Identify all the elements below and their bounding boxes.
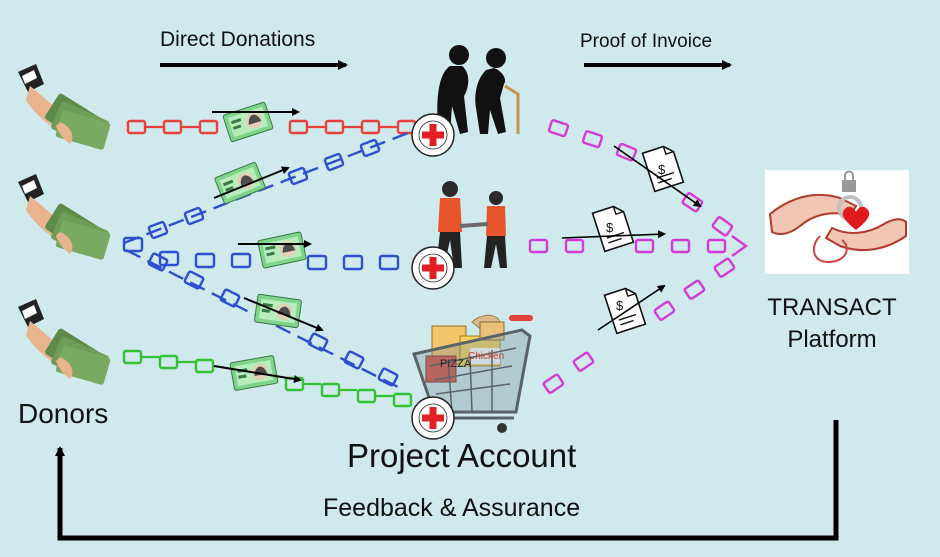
feedback-loop-arrow	[55, 420, 839, 541]
invoice-dollar: $	[606, 220, 614, 235]
hand-with-cash-icon	[18, 174, 111, 261]
green-chain	[122, 349, 413, 408]
handshake-heart-icon	[765, 170, 909, 274]
invoice-document-icon	[603, 285, 647, 335]
transact-line1: TRANSACT	[767, 294, 897, 321]
blue-chain-middle	[122, 236, 400, 271]
banknote-icon	[213, 161, 267, 205]
donors-label: Donors	[18, 398, 109, 429]
banknote-icon	[257, 231, 307, 269]
project-account-label: Project Account	[347, 437, 577, 474]
transact-platform-label: TRANSACT Platform	[752, 292, 912, 356]
red-cross-seal-icon	[411, 396, 455, 440]
banknote-icon	[222, 101, 274, 143]
cart-pizza-label: PIZZA	[440, 358, 472, 370]
red-chain	[126, 119, 417, 135]
blue-chain-upper-links	[147, 138, 399, 387]
proof-of-invoice-label: Proof of Invoice	[580, 31, 713, 52]
blue-chain-upper	[123, 131, 409, 245]
hand-with-cash-icon	[18, 64, 111, 151]
invoice-dollar: $	[616, 298, 624, 313]
hand-with-cash-icon	[18, 299, 111, 386]
magenta-chains	[528, 119, 749, 394]
invoice-dollar: $	[658, 162, 666, 177]
shopping-cart-icon: PIZZA Chicken	[412, 314, 533, 433]
rescue-workers-icon	[436, 181, 507, 268]
direct-donations-label: Direct Donations	[160, 28, 316, 51]
red-cross-seal-icon	[411, 246, 455, 290]
cart-chicken-label: Chicken	[468, 351, 504, 362]
red-cross-seal-icon	[411, 113, 455, 157]
feedback-assurance-label: Feedback & Assurance	[323, 494, 581, 522]
transact-line2: Platform	[787, 326, 877, 353]
